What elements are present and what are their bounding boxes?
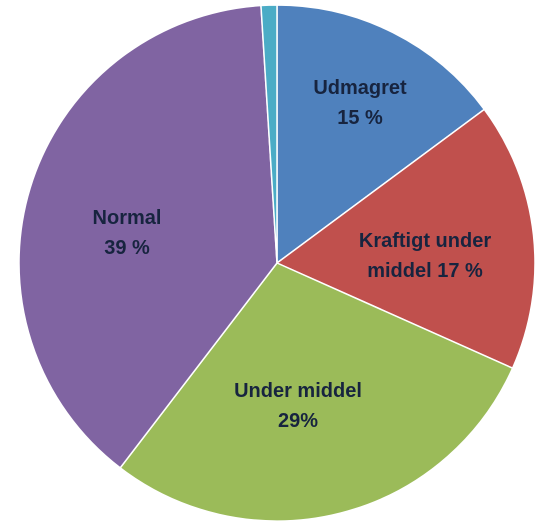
value-label: 17 % — [437, 260, 483, 282]
category-label: Under middel — [234, 380, 362, 402]
category-label: Kraftigt under middel — [358, 230, 492, 282]
slice-label: Normal 39 % — [82, 203, 172, 263]
category-label: Udmagret — [313, 77, 407, 99]
pie-slice — [119, 262, 514, 521]
value-label: 39 % — [104, 237, 150, 259]
category-label: Normal — [92, 207, 162, 229]
value-label: 29% — [277, 410, 319, 432]
slice-label: Under middel 29% — [223, 376, 373, 436]
slice-label: Udmagret 15 % — [305, 73, 415, 133]
value-label: 15 % — [337, 107, 383, 129]
slice-label: Kraftigt under middel 17 % — [335, 226, 515, 286]
pie-slice — [18, 4, 278, 469]
pie-slice — [276, 4, 486, 265]
pie-slice — [275, 108, 536, 370]
pie-slice — [260, 4, 278, 264]
